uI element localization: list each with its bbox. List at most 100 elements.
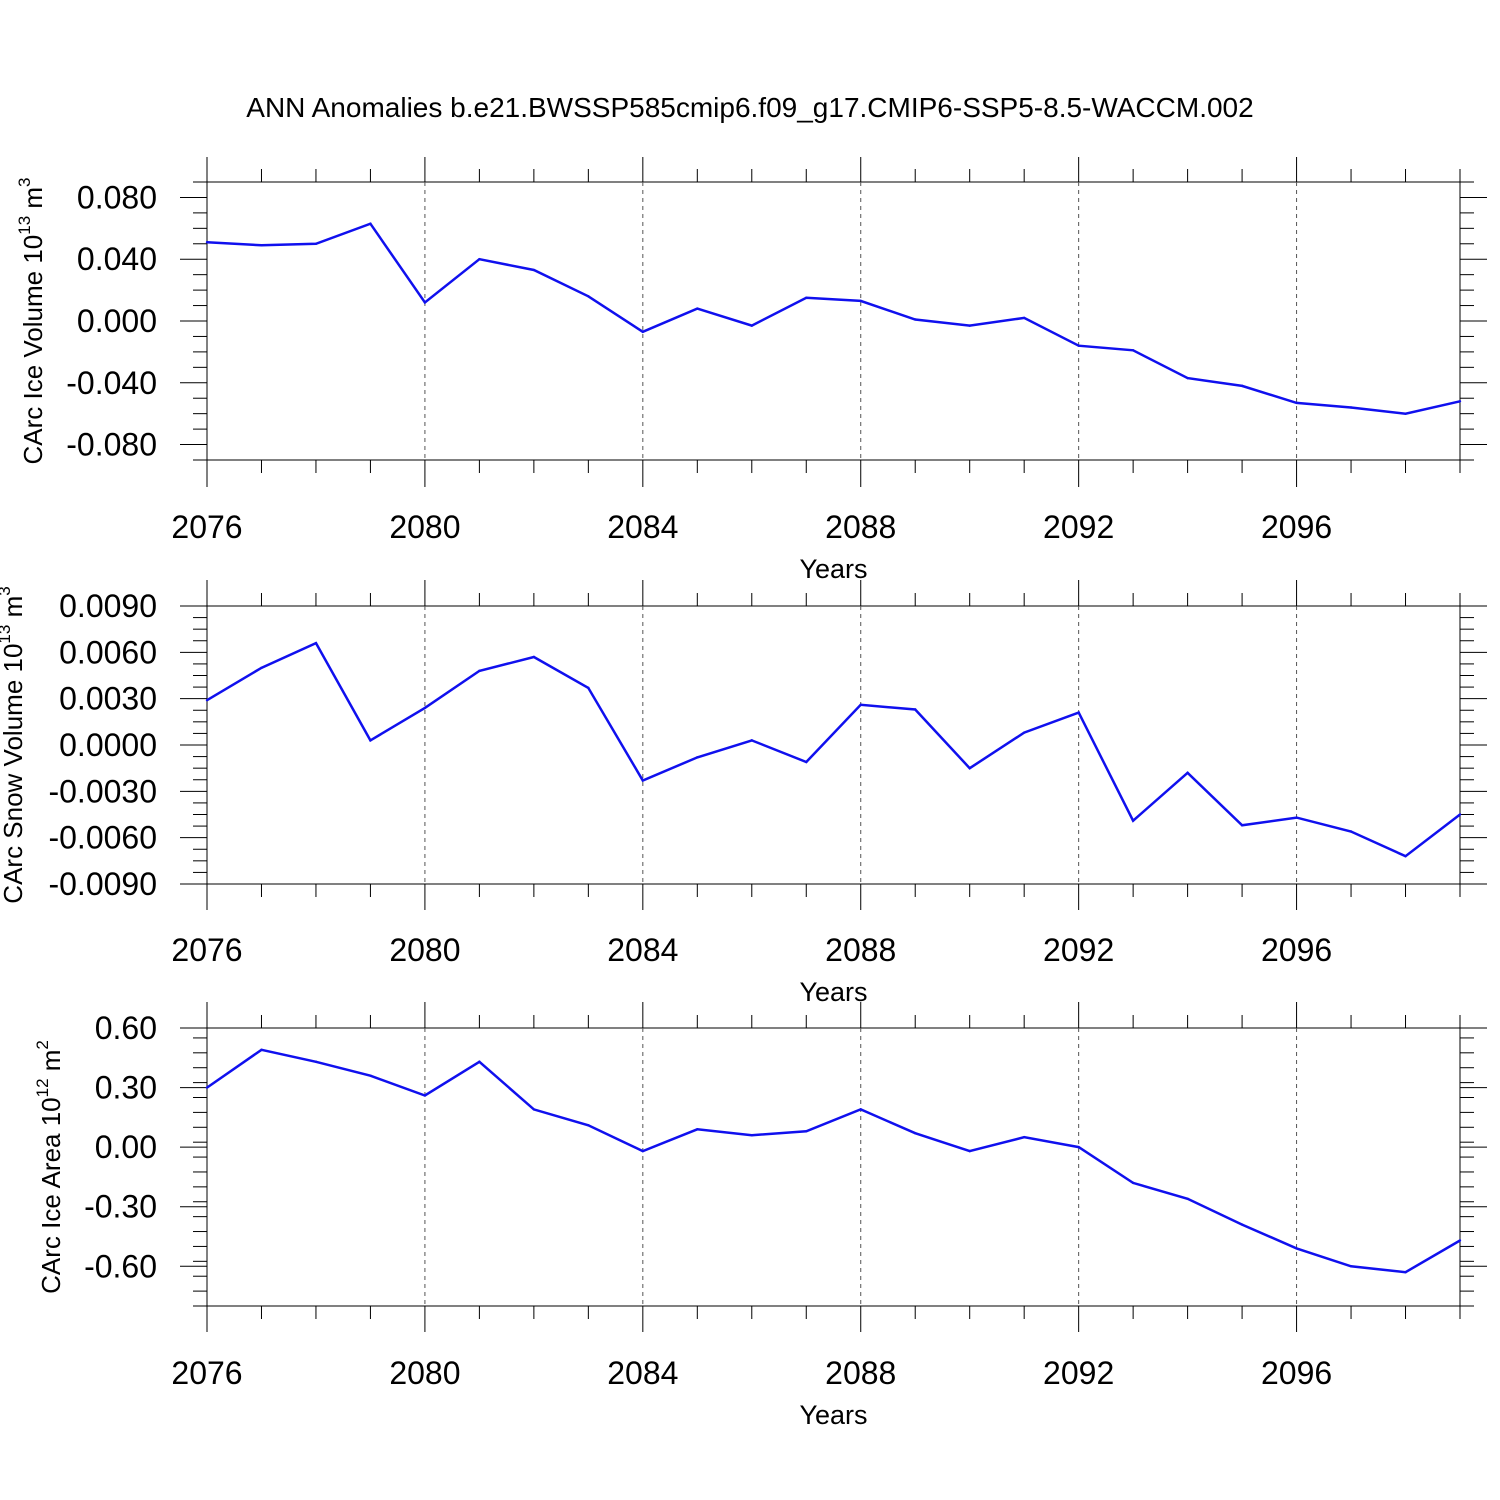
x-tick-label: 2076 xyxy=(171,509,242,545)
panel-1: 2076 2080 2084 2088 2092 2096 Years 0.080 0.040 0… xyxy=(15,157,1487,584)
data-point xyxy=(750,324,753,327)
data-point xyxy=(859,703,862,707)
data-point xyxy=(205,1086,209,1089)
x-tick-label: 2096 xyxy=(1261,509,1332,545)
data-point xyxy=(641,330,645,334)
y-axis-title-main: CArc Snow Volume 10 xyxy=(0,644,28,904)
data-point xyxy=(1131,349,1135,352)
x-tick-label: 2096 xyxy=(1261,932,1332,968)
series-line xyxy=(206,1048,1461,1274)
x-tick-label: 2092 xyxy=(1043,932,1114,968)
series-line xyxy=(206,641,1461,858)
data-point xyxy=(1458,1239,1462,1242)
data-point xyxy=(696,756,699,759)
data-point xyxy=(641,779,645,782)
y-axis-title-main: CArc Ice Volume 10 xyxy=(18,235,48,465)
x-tick-label: 2084 xyxy=(607,932,678,968)
data-point xyxy=(532,268,536,272)
data-point xyxy=(1186,771,1189,774)
data-point xyxy=(1240,384,1244,388)
data-point xyxy=(1077,1145,1080,1149)
x-tick-label: 2080 xyxy=(389,509,460,545)
y-axis-title-unit: m xyxy=(36,1050,66,1079)
data-point xyxy=(369,222,372,225)
y-tick-label: 0.0000 xyxy=(59,727,157,763)
data-point xyxy=(805,296,808,300)
data-point xyxy=(1295,816,1298,819)
data-point xyxy=(750,739,753,742)
x-tick-label: 2076 xyxy=(171,932,242,968)
data-point xyxy=(532,1108,536,1111)
data-point xyxy=(1240,824,1244,827)
x-axis-title: Years xyxy=(799,554,867,584)
data-point xyxy=(1022,1136,1026,1139)
data-point xyxy=(314,1060,318,1063)
data-point xyxy=(423,301,427,304)
data-point xyxy=(805,760,808,764)
data-point xyxy=(423,706,427,710)
data-point xyxy=(314,242,318,245)
data-point xyxy=(205,241,209,244)
data-point xyxy=(1186,1197,1189,1200)
data-point xyxy=(696,307,699,310)
data-point xyxy=(587,686,590,690)
data-point xyxy=(1349,1265,1353,1268)
data-point xyxy=(859,1108,862,1111)
data-point xyxy=(260,1048,263,1052)
plot-frame xyxy=(206,1027,1461,1307)
y-axis-title: CArc Ice Area 1012 m2 xyxy=(33,1040,66,1294)
data-point xyxy=(478,669,481,673)
data-point xyxy=(587,1124,590,1127)
y-axis-title-unit-exponent: 3 xyxy=(0,586,14,595)
x-tick-label: 2084 xyxy=(607,509,678,545)
y-axis-title-unit: m xyxy=(18,187,48,216)
y-tick-label: 0.60 xyxy=(95,1010,157,1046)
data-point xyxy=(1349,830,1353,833)
y-tick-label: -0.0090 xyxy=(48,866,157,902)
data-point xyxy=(260,244,263,247)
plot-frame xyxy=(206,181,1461,461)
x-tick-label: 2084 xyxy=(607,1355,678,1391)
data-point xyxy=(1131,819,1135,822)
data-point xyxy=(914,1132,917,1135)
y-tick-label: 0.000 xyxy=(77,303,157,339)
y-tick-label: 0.0060 xyxy=(59,634,157,670)
y-tick-label: -0.080 xyxy=(66,427,157,463)
data-point xyxy=(1186,376,1189,380)
data-point xyxy=(1458,813,1462,816)
plot-frame xyxy=(206,605,1461,885)
x-axis-title: Years xyxy=(799,977,867,1007)
y-axis-title-unit-exponent: 2 xyxy=(33,1040,52,1049)
y-axis-title-exponent: 12 xyxy=(33,1078,52,1097)
data-point xyxy=(478,1060,481,1063)
data-point xyxy=(1022,316,1026,320)
x-tick-label: 2080 xyxy=(389,932,460,968)
data-point xyxy=(859,299,862,303)
data-point xyxy=(1295,1247,1298,1250)
data-point xyxy=(260,666,263,669)
y-tick-label: -0.0030 xyxy=(48,773,157,809)
x-tick-label: 2088 xyxy=(825,1355,896,1391)
y-axis-title-main: CArc Ice Area 10 xyxy=(36,1097,66,1294)
y-tick-label: -0.0060 xyxy=(48,820,157,856)
data-point xyxy=(968,324,971,327)
x-tick-label: 2076 xyxy=(171,1355,242,1391)
data-point xyxy=(314,641,318,645)
data-point xyxy=(205,699,209,702)
data-point xyxy=(1022,731,1026,734)
x-tick-label: 2088 xyxy=(825,932,896,968)
data-point xyxy=(1404,1271,1407,1274)
x-tick-label: 2080 xyxy=(389,1355,460,1391)
data-point xyxy=(750,1134,753,1137)
data-point xyxy=(805,1130,808,1133)
data-point xyxy=(1295,401,1298,405)
y-tick-label: -0.30 xyxy=(84,1189,157,1225)
y-axis-title-unit: m xyxy=(0,596,28,625)
chart-title: ANN Anomalies b.e21.BWSSP585cmip6.f09_g1… xyxy=(246,92,1254,123)
data-point xyxy=(1131,1181,1135,1185)
x-tick-label: 2092 xyxy=(1043,509,1114,545)
y-tick-label: 0.040 xyxy=(77,241,157,277)
x-axis-title: Years xyxy=(799,1400,867,1430)
data-point xyxy=(1404,855,1407,858)
